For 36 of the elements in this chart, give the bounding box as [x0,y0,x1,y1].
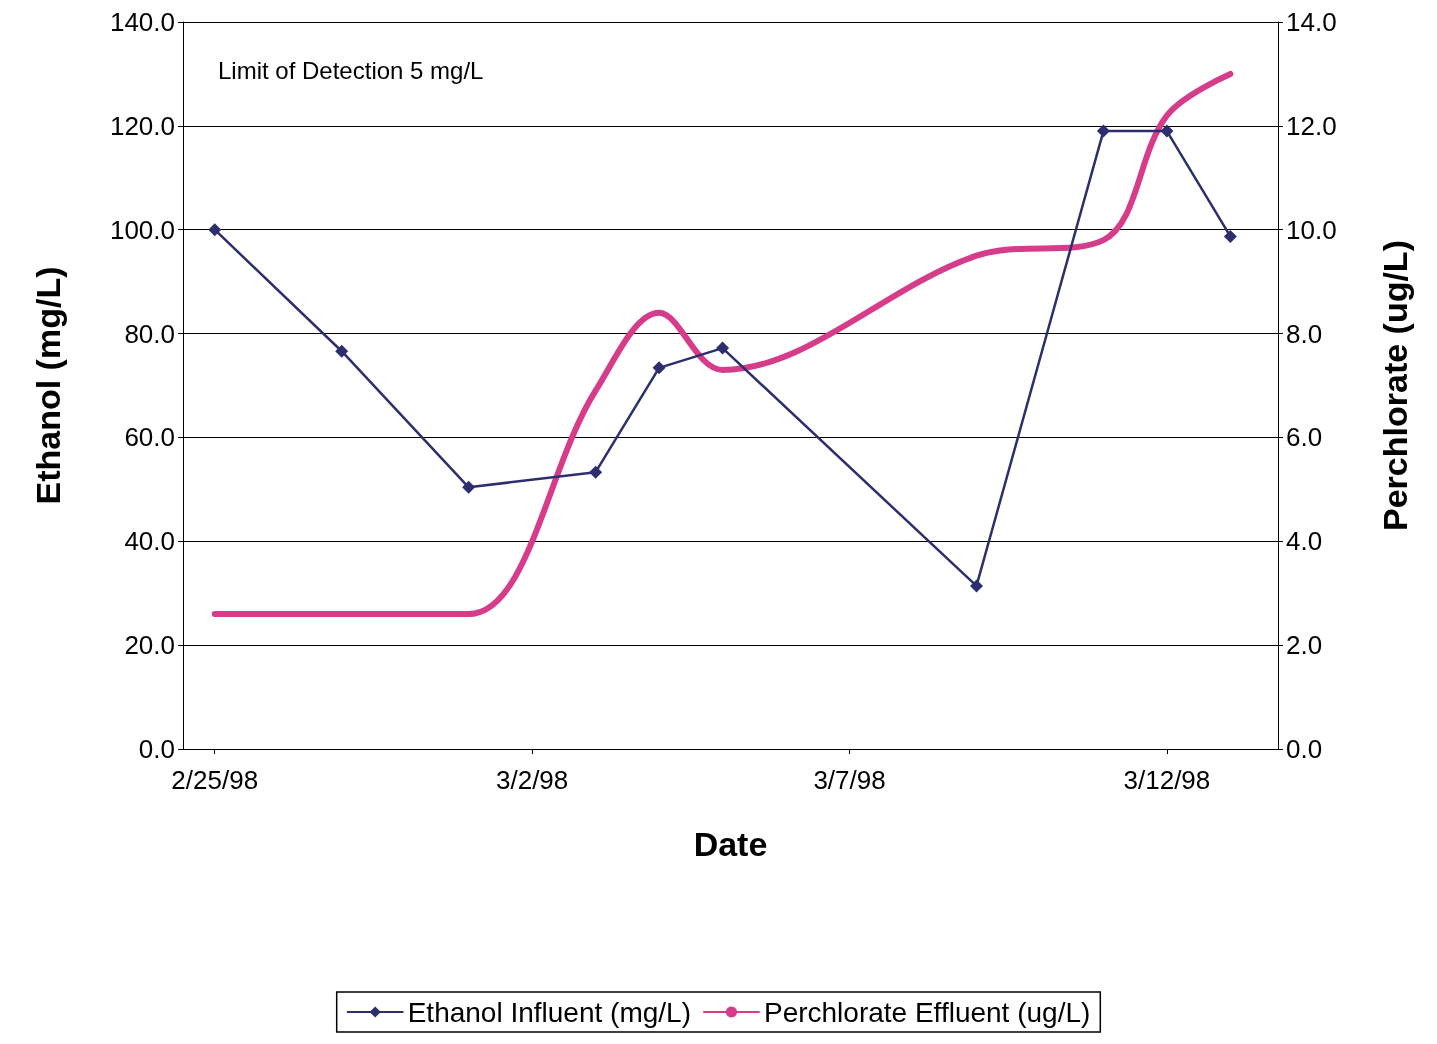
point [969,579,983,593]
point [1223,229,1237,243]
y-tick-label: 40.0 [124,526,175,557]
y-tick-label: 100.0 [109,214,175,245]
y2-tick-label: 10.0 [1286,214,1337,245]
annotation: Limit of Detection 5 mg/L [218,56,484,84]
y2-tick-label: 12.0 [1286,110,1337,141]
y-tick-label: 60.0 [124,422,175,453]
y2-tick-label: 2.0 [1286,630,1323,661]
point [652,361,666,375]
point [1160,124,1174,138]
x-tick-label: 3/12/98 [1123,765,1211,795]
x-axis-title: Date [693,825,768,863]
point [1096,124,1110,138]
point [716,341,730,355]
x-tick-label: 3/7/98 [813,765,886,795]
point [462,480,476,494]
x-tick-label: 3/2/98 [495,765,569,795]
point [208,223,222,237]
y2-tick-label: 4.0 [1286,526,1323,557]
x-tick-label: 2/25/98 [171,765,259,795]
y2-tick-label: 0.0 [1286,734,1323,764]
legend-label: Perchlorate Effluent (ug/L) [763,996,1091,1028]
y2-tick-label: 6.0 [1286,422,1323,453]
y2-axis-title: Perchlorate (ug/L) [1376,240,1414,531]
y-tick-label: 20.0 [124,630,175,661]
y2-tick-label: 8.0 [1286,318,1323,349]
y2-tick-label: 14.0 [1286,7,1337,37]
y-axis-title: Ethanol (mg/L) [29,266,67,505]
y-tick-label: 80.0 [124,318,175,349]
point [335,344,349,358]
y-tick-label: 0.0 [138,734,175,764]
y-tick-label: 140.0 [109,7,175,37]
point [589,465,603,479]
y-tick-label: 120.0 [109,110,175,141]
legend-label: Ethanol Influent (mg/L) [407,996,691,1028]
